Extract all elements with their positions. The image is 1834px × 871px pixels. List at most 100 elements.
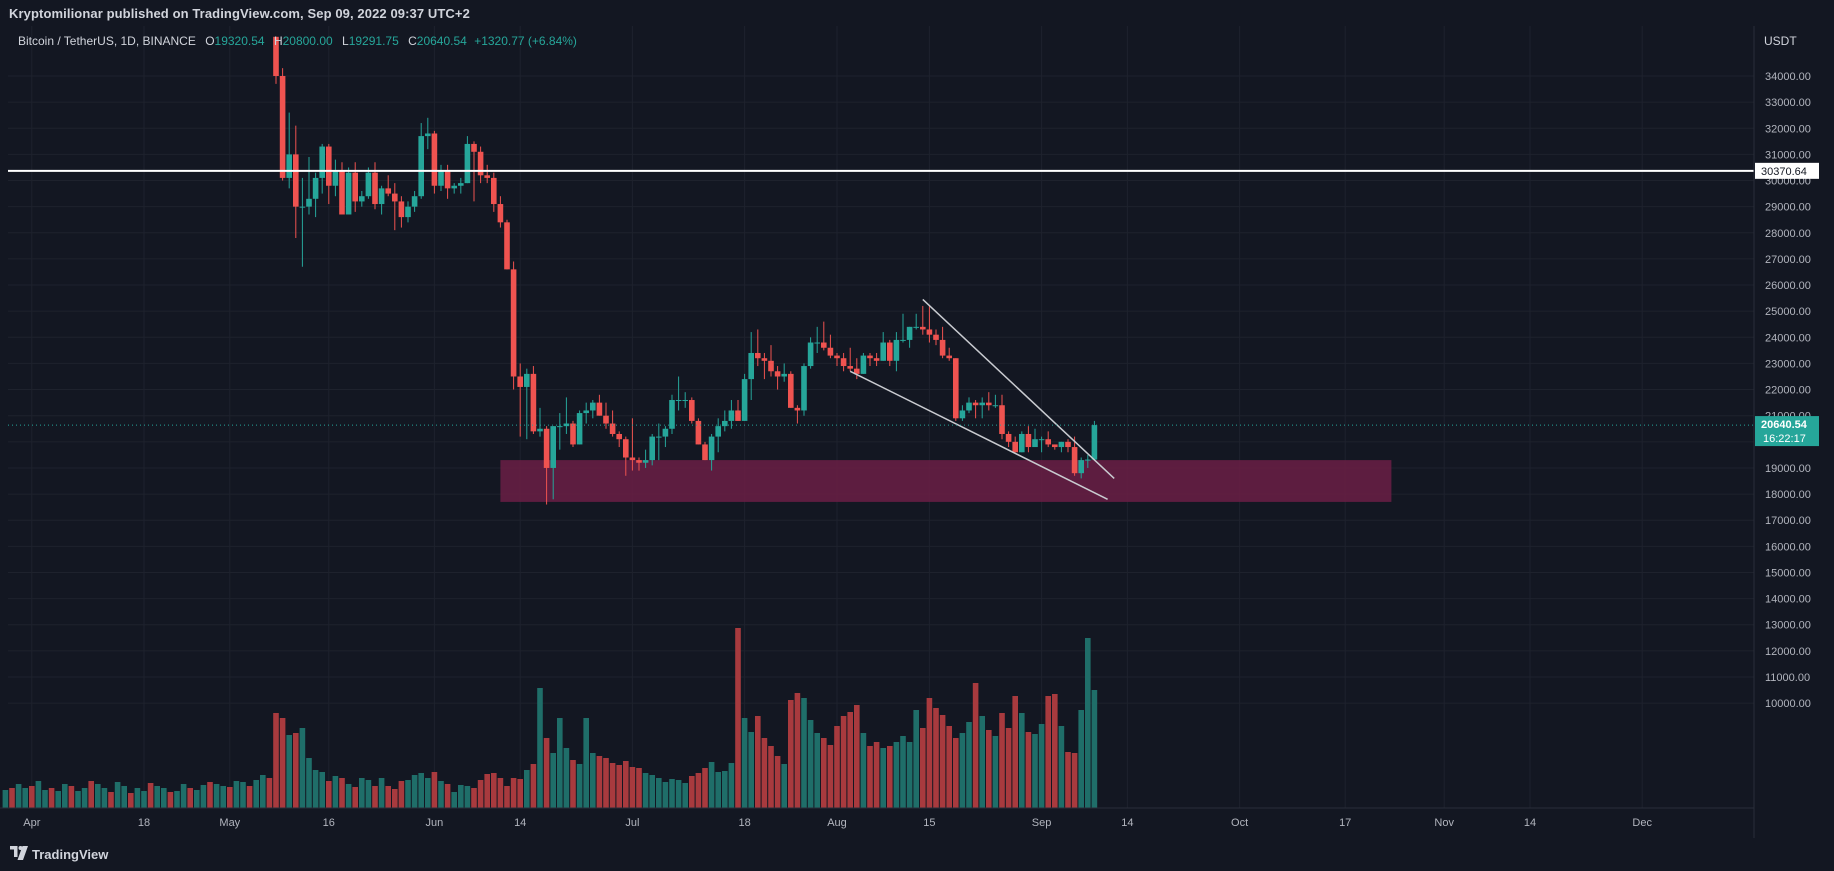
candle-body bbox=[986, 402, 992, 406]
volume-bar bbox=[728, 763, 735, 808]
candle-body bbox=[583, 410, 589, 414]
candle bbox=[689, 397, 695, 424]
price-tick-label: 18000.00 bbox=[1765, 489, 1811, 501]
candle-body bbox=[1025, 433, 1032, 448]
time-tick-label: Dec bbox=[1632, 817, 1652, 829]
candle-body bbox=[801, 366, 807, 411]
candle-body bbox=[557, 426, 563, 428]
candle bbox=[953, 358, 959, 421]
volume-bar bbox=[260, 775, 266, 808]
volume-bar bbox=[966, 722, 972, 808]
price-tick-label: 16000.00 bbox=[1765, 541, 1811, 553]
candle-body bbox=[576, 413, 583, 445]
candle-body bbox=[1005, 433, 1012, 442]
candle-body bbox=[332, 170, 339, 186]
candle bbox=[926, 305, 933, 343]
candle bbox=[279, 68, 286, 181]
candle bbox=[1045, 431, 1051, 448]
candle-body bbox=[524, 373, 530, 387]
low-value: 19291.75 bbox=[348, 34, 399, 48]
tradingview-logo-icon bbox=[10, 846, 28, 860]
candle bbox=[801, 363, 807, 416]
candle bbox=[517, 363, 523, 437]
candle bbox=[438, 164, 444, 191]
candle bbox=[1019, 431, 1025, 453]
horizontal-line-price-box bbox=[1755, 162, 1819, 179]
candle bbox=[1085, 454, 1091, 468]
candle-body bbox=[748, 352, 754, 380]
candle-body bbox=[854, 368, 860, 374]
price-axis: 10000.00 11000.00 12000.00 13000.00 14000.00… bbox=[1753, 26, 1819, 838]
candle-body bbox=[722, 420, 728, 427]
volume-bar bbox=[623, 761, 629, 808]
volume-bar bbox=[715, 772, 721, 808]
candle bbox=[273, 36, 279, 84]
volume-bar bbox=[629, 767, 636, 808]
volume-bar bbox=[675, 780, 682, 808]
time-tick-label: Apr bbox=[23, 817, 40, 829]
candle-body bbox=[953, 358, 959, 419]
volume-bar bbox=[557, 718, 563, 808]
price-tick-label: 23000.00 bbox=[1765, 358, 1811, 370]
time-tick-label: 15 bbox=[923, 817, 935, 829]
candle bbox=[854, 358, 860, 380]
volume-bar bbox=[194, 790, 200, 808]
candle bbox=[1005, 431, 1012, 448]
candle bbox=[1091, 420, 1098, 461]
candle-body bbox=[920, 326, 926, 330]
candle-body bbox=[339, 170, 345, 215]
candle-body bbox=[834, 355, 840, 359]
candle-body bbox=[372, 172, 378, 205]
volume-bar bbox=[821, 738, 827, 808]
candle-body bbox=[755, 352, 761, 359]
volume-bar bbox=[510, 778, 517, 808]
candle bbox=[761, 352, 768, 380]
candle-body bbox=[1065, 441, 1071, 448]
candle-body bbox=[1019, 433, 1025, 453]
volume-bar bbox=[801, 698, 807, 808]
volume-bar bbox=[933, 708, 939, 808]
volume-bar bbox=[220, 786, 226, 808]
candle bbox=[827, 334, 834, 359]
volume-bar bbox=[22, 788, 28, 808]
brand-name[interactable]: TradingView bbox=[32, 847, 109, 862]
candle bbox=[332, 159, 339, 197]
candle-body bbox=[451, 185, 457, 189]
candle bbox=[1071, 436, 1078, 476]
volume-bar bbox=[748, 732, 754, 808]
candle-body bbox=[458, 183, 464, 186]
volume-bar bbox=[583, 718, 589, 808]
price-tick-label: 19000.00 bbox=[1765, 463, 1811, 475]
time-tick-label: Sep bbox=[1032, 817, 1052, 829]
candle bbox=[623, 436, 629, 476]
candle-body bbox=[675, 400, 682, 402]
candle bbox=[543, 426, 550, 505]
volume-bar bbox=[867, 746, 873, 808]
candle bbox=[425, 117, 431, 150]
currency-label: USDT bbox=[1764, 34, 1797, 48]
high-value: 20800.00 bbox=[282, 34, 333, 48]
volume-bar bbox=[596, 756, 603, 808]
candle-body bbox=[847, 366, 853, 369]
volume-bar bbox=[504, 786, 510, 808]
candle-body bbox=[418, 136, 424, 197]
candle-body bbox=[860, 355, 867, 374]
volume-bar bbox=[180, 784, 187, 808]
candle-body bbox=[741, 379, 748, 421]
volume-bar bbox=[992, 736, 999, 808]
candle bbox=[675, 376, 682, 411]
volume-bar bbox=[563, 748, 570, 808]
volume-bar bbox=[187, 788, 193, 808]
volume-bar bbox=[213, 784, 220, 808]
volume-bar bbox=[1019, 713, 1025, 808]
candle bbox=[821, 321, 827, 351]
volume-bar bbox=[444, 784, 451, 808]
candle bbox=[458, 177, 464, 194]
candle bbox=[326, 143, 332, 205]
candle-body bbox=[933, 334, 939, 340]
candle-body bbox=[273, 36, 279, 76]
candle-body bbox=[286, 154, 292, 178]
price-chart[interactable]: 10000.00 11000.00 12000.00 13000.00 14000.00… bbox=[0, 26, 1834, 838]
candle-body bbox=[840, 358, 847, 367]
candle-body bbox=[425, 133, 431, 137]
